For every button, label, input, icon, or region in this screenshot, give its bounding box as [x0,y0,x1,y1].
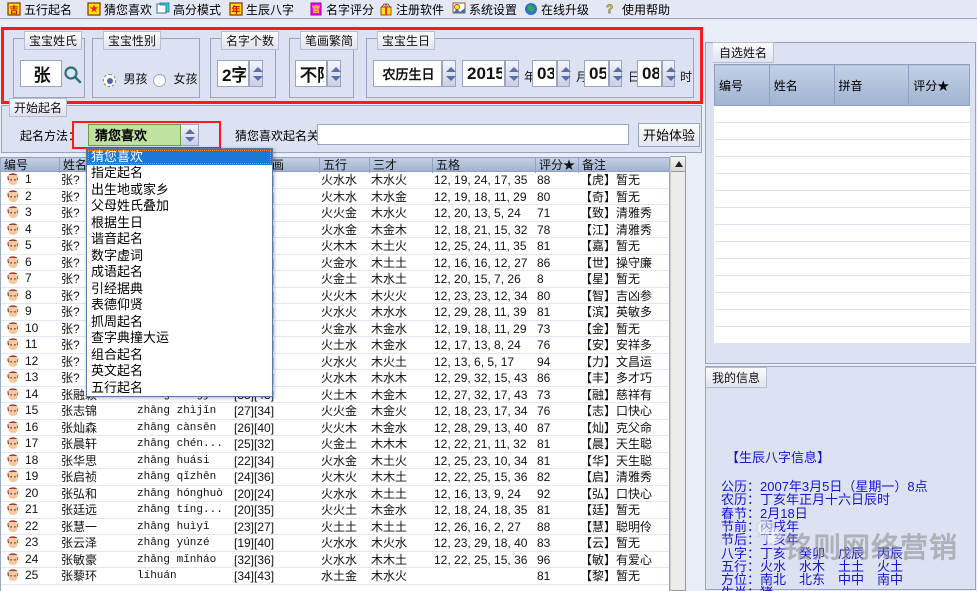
svg-text:官: 官 [312,4,320,14]
svg-text:吉: 吉 [9,4,18,15]
svg-text:?: ? [606,2,613,16]
svg-text:年: 年 [231,4,240,15]
